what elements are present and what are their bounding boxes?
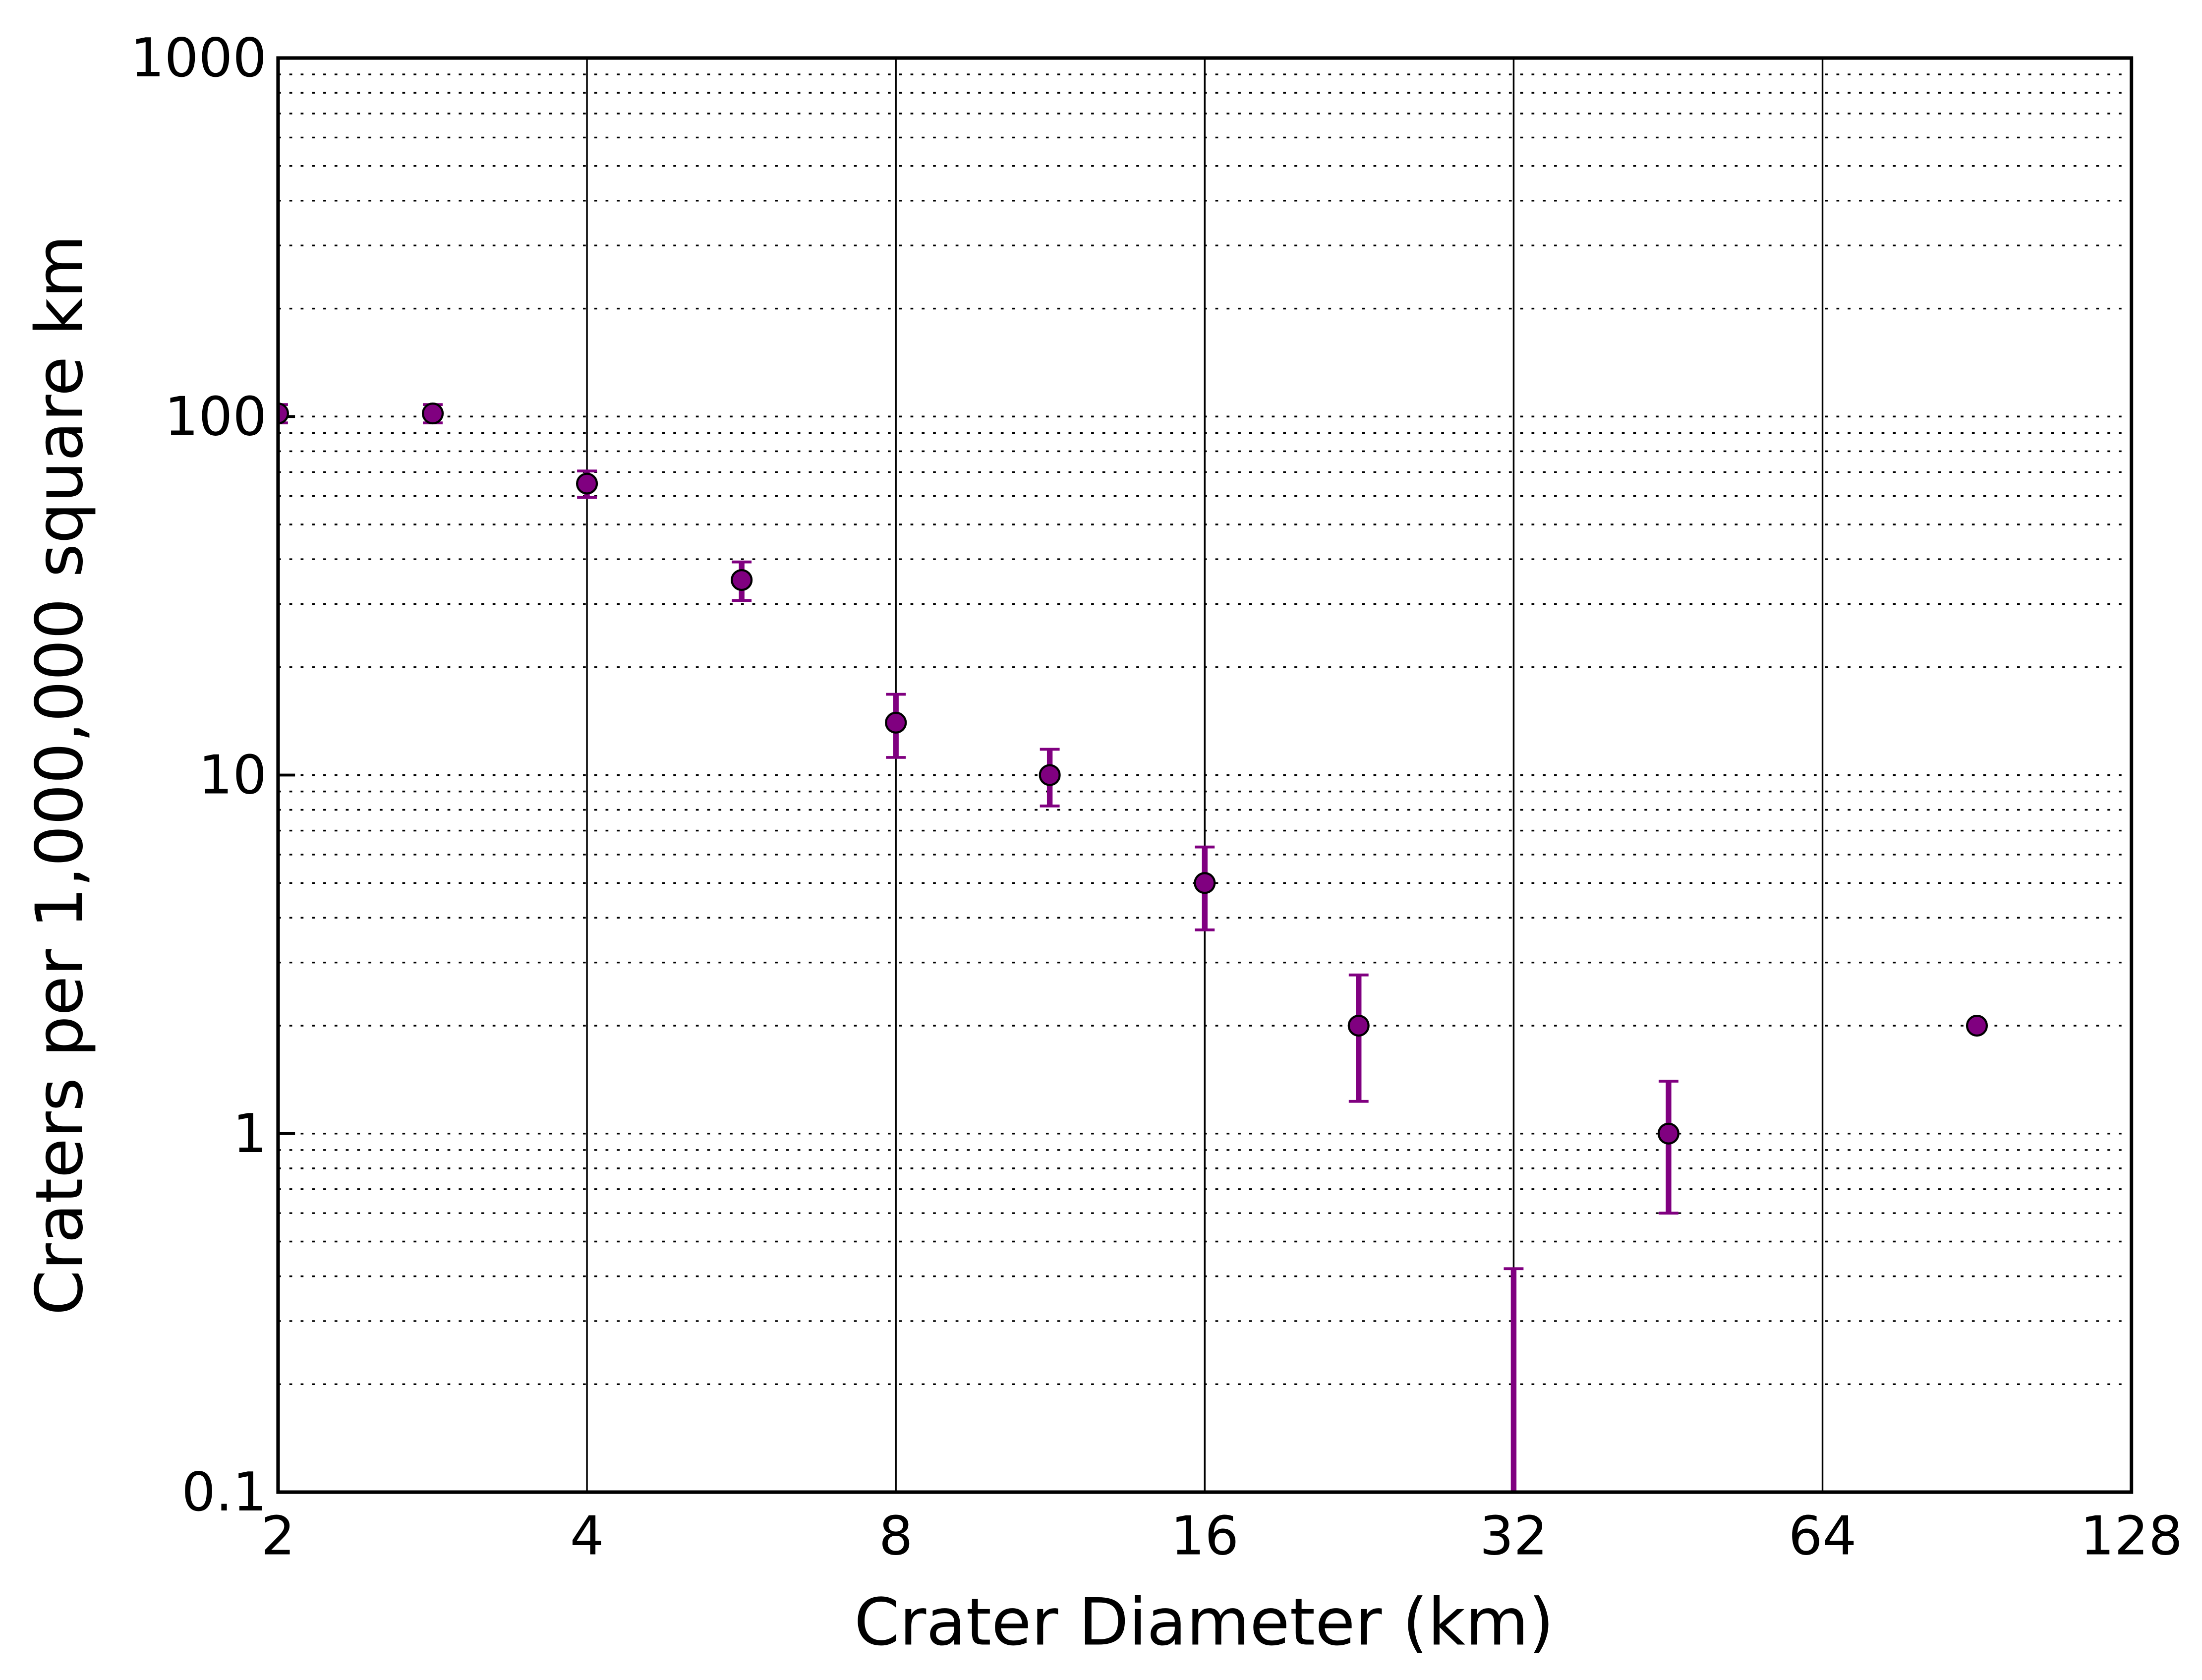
data-point xyxy=(885,711,907,734)
labels: 0.1 1 10 100 1000 2 4 8 16 32 64 128 xyxy=(130,27,2183,1567)
y-axis-label: Craters per 1,000,000 square km xyxy=(21,235,97,1316)
x-tick-label: 32 xyxy=(1480,1505,1548,1567)
y-tick-label: 1 xyxy=(232,1102,267,1165)
data-point xyxy=(1347,1014,1370,1037)
x-tick-label: 4 xyxy=(570,1505,604,1567)
error-bar xyxy=(1348,973,1369,1103)
y-tick-label: 100 xyxy=(165,385,267,448)
data-point xyxy=(421,402,444,425)
x-axis-label: Crater Diameter (km) xyxy=(854,1584,1554,1660)
error-bar xyxy=(1658,1080,1679,1215)
x-tick-label: 8 xyxy=(879,1505,913,1567)
y-tick-label: 0.1 xyxy=(181,1461,267,1523)
error-bar xyxy=(1504,1267,1524,1493)
data-point xyxy=(1657,1122,1680,1145)
data-point xyxy=(278,402,290,425)
y-tick-label: 10 xyxy=(198,744,267,807)
data-point xyxy=(1966,1014,1988,1037)
data-point xyxy=(576,472,598,495)
data-point xyxy=(731,569,753,591)
x-tick-label: 128 xyxy=(2080,1505,2183,1567)
x-tick-label: 2 xyxy=(261,1505,295,1567)
data-point xyxy=(1194,872,1216,894)
y-tick-label: 1000 xyxy=(130,27,267,89)
plot-frame xyxy=(276,56,2134,1494)
error-bar xyxy=(278,403,288,424)
x-tick-label: 64 xyxy=(1789,1505,1857,1567)
x-tick-label: 16 xyxy=(1170,1505,1239,1567)
plot-area xyxy=(278,402,1988,1493)
data-point xyxy=(1039,764,1061,786)
